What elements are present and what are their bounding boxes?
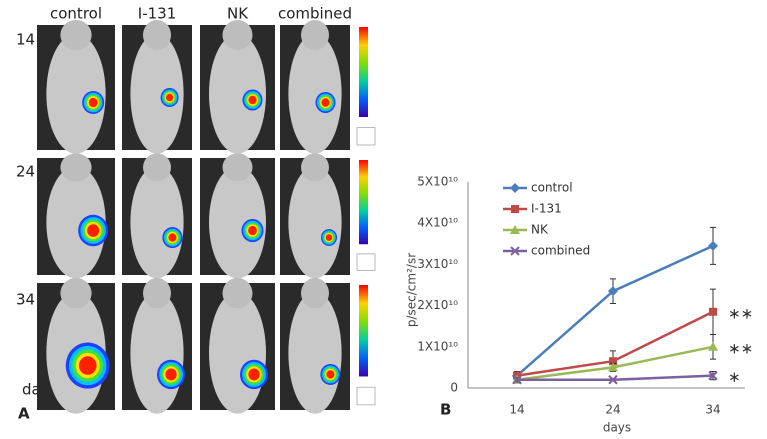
panel-label: B — [440, 401, 451, 419]
tumor-signal — [248, 368, 260, 381]
y-tick-label: 0 — [450, 381, 458, 395]
data-point — [708, 240, 718, 251]
tumor-signal — [78, 356, 97, 375]
series-line — [516, 244, 714, 377]
mouse-body — [130, 291, 184, 414]
mouse-body — [209, 291, 266, 414]
tumor-signal — [248, 95, 257, 105]
mouse-head — [301, 20, 329, 50]
legend-label: NK — [531, 223, 549, 237]
data-point — [608, 286, 618, 297]
y-tick-label: 3X10¹⁰ — [417, 257, 458, 271]
x-tick-label: 24 — [605, 403, 620, 417]
mouse-head — [301, 153, 329, 182]
mouse-head — [301, 277, 329, 309]
row-label: 14 — [16, 31, 35, 49]
mouse-head — [60, 20, 92, 50]
mouse-head — [222, 20, 253, 50]
mouse-body — [130, 166, 184, 279]
row-label: 34 — [16, 291, 35, 309]
tumor-signal — [248, 225, 257, 236]
column-label: control — [50, 5, 102, 23]
mouse-head — [143, 153, 171, 182]
y-tick-label: 4X10¹⁰ — [417, 216, 458, 230]
color-bar-box — [356, 253, 376, 271]
mouse-head — [143, 20, 171, 50]
data-point — [708, 370, 718, 381]
significance-mark: ∗ — [728, 368, 741, 386]
mouse-body — [46, 33, 106, 154]
data-point — [609, 357, 617, 366]
y-tick-label: 5X10¹⁰ — [417, 175, 458, 189]
mouse-head — [60, 277, 92, 309]
mouse-head — [143, 277, 171, 309]
legend-label: I-131 — [531, 202, 562, 216]
data-point — [608, 362, 618, 372]
legend-marker — [510, 246, 520, 256]
mouse-body — [209, 166, 266, 279]
y-tick-label: 2X10¹⁰ — [417, 298, 458, 312]
row-label: 24 — [16, 163, 35, 181]
color-bar-box — [356, 127, 376, 146]
legend-label: combined — [531, 244, 590, 258]
mouse-head — [222, 277, 253, 309]
mouse-body — [46, 166, 106, 279]
column-label: NK — [227, 5, 249, 23]
tumor-signal — [325, 234, 333, 241]
mouse-body — [288, 33, 342, 154]
tumor-signal — [326, 370, 335, 379]
tumor-signal — [87, 224, 100, 237]
color-bar-box — [356, 386, 376, 406]
panel-label: A — [18, 405, 30, 423]
color-bar — [359, 285, 368, 377]
y-tick-label: 1X10¹⁰ — [417, 339, 458, 353]
y-axis-title: p/sec/cm²/sr — [405, 253, 419, 327]
data-point — [709, 307, 717, 316]
legend-marker — [510, 183, 520, 193]
color-bar — [359, 27, 368, 117]
significance-mark: ∗∗ — [728, 339, 753, 357]
mouse-body — [209, 33, 266, 154]
legend-label: control — [531, 181, 573, 195]
x-tick-label: 34 — [705, 403, 720, 417]
significance-mark: ∗∗ — [728, 304, 753, 322]
column-label: I-131 — [138, 5, 176, 23]
color-bar — [359, 160, 368, 245]
tumor-signal — [88, 97, 98, 108]
x-tick-label: 14 — [509, 403, 524, 417]
data-point — [512, 375, 522, 385]
legend-marker — [511, 205, 519, 213]
column-label: combined — [278, 5, 352, 23]
mouse-head — [60, 153, 92, 182]
x-axis-title: days — [603, 421, 631, 435]
tumor-signal — [321, 98, 330, 107]
tumor-signal — [165, 368, 177, 381]
mouse-body — [288, 166, 342, 279]
data-point — [708, 341, 718, 351]
mouse-body — [130, 33, 184, 154]
tumor-signal — [168, 233, 177, 242]
mouse-head — [222, 153, 253, 182]
legend-marker — [510, 225, 520, 234]
tumor-signal — [166, 93, 174, 102]
data-point — [608, 375, 618, 385]
mouse-body — [288, 291, 342, 414]
